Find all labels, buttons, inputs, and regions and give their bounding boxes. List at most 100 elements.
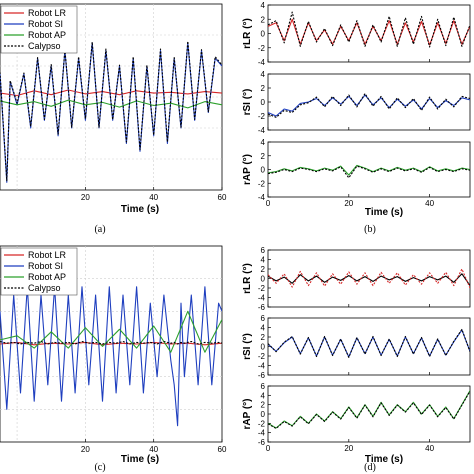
subplot-frame xyxy=(267,73,471,131)
y-tick-label: 0 xyxy=(261,30,266,39)
x-tick-label: 20 xyxy=(81,193,90,202)
series-line-calypso xyxy=(0,40,222,182)
series-group xyxy=(268,93,470,118)
legend-box xyxy=(0,5,78,54)
subplot-frame xyxy=(267,4,471,63)
series-line-2 xyxy=(268,328,470,358)
x-tick-label: 40 xyxy=(149,193,158,202)
series-line-2 xyxy=(268,268,470,289)
y-tick-label: 4 xyxy=(261,324,266,333)
series-group xyxy=(268,164,470,179)
y-tick-label: -2 xyxy=(258,112,266,121)
series-line-2 xyxy=(268,93,470,118)
y-tick-label: -2 xyxy=(258,352,266,361)
series-group xyxy=(268,11,470,48)
y-tick-label: -4 xyxy=(258,126,266,135)
series-group xyxy=(268,390,470,430)
subplot-b-2: -4 -2 0 2 4 rSI (°) xyxy=(242,70,471,135)
panel-caption: (b) xyxy=(364,224,376,235)
y-tick-label: -6 xyxy=(258,371,266,380)
legend-entry: Robot SI xyxy=(28,261,63,271)
x-axis-label: Time (s) xyxy=(365,454,403,465)
x-tick-label: 0 xyxy=(266,444,271,453)
series-group xyxy=(268,268,470,289)
y-tick-label: 4 xyxy=(261,256,266,265)
y-tick-label: 0 xyxy=(261,166,266,175)
y-tick-label: -4 xyxy=(258,429,266,438)
y-axis-label: rAP (°) xyxy=(242,154,253,185)
panel-caption: (a) xyxy=(94,224,105,235)
legend-entry: Robot AP xyxy=(28,30,66,40)
series-line-2 xyxy=(268,11,470,48)
x-tick-label: 20 xyxy=(344,444,353,453)
y-tick-label: 2 xyxy=(261,401,266,410)
legend-entry: Calypso xyxy=(28,41,61,51)
y-tick-label: 0 xyxy=(261,343,266,352)
x-axis-label: Time (s) xyxy=(365,207,403,218)
panel-caption: (c) xyxy=(94,462,105,473)
legend-box xyxy=(0,247,78,296)
legend-entry: Robot SI xyxy=(28,19,63,29)
x-axis-label: Time (s) xyxy=(121,204,159,215)
legend-entry: Robot LR xyxy=(28,250,67,260)
y-tick-label: 2 xyxy=(261,265,266,274)
series-line-robot-si xyxy=(0,286,222,427)
x-tick-label: 40 xyxy=(425,444,434,453)
series-group xyxy=(268,328,470,358)
y-tick-label: 4 xyxy=(261,70,266,79)
series-line-robot-lr xyxy=(0,89,222,97)
y-tick-label: -4 xyxy=(258,58,266,67)
y-tick-label: -4 xyxy=(258,294,266,303)
y-axis-label: rAP (°) xyxy=(242,398,253,429)
y-tick-label: -2 xyxy=(258,44,266,53)
y-axis-label: rLR (°) xyxy=(242,18,253,49)
panel-caption: (d) xyxy=(364,462,376,473)
y-tick-label: 4 xyxy=(261,138,266,147)
legend-entry: Calypso xyxy=(28,283,61,293)
y-axis-label: rSI (°) xyxy=(242,89,253,116)
y-tick-label: -2 xyxy=(258,284,266,293)
y-tick-label: 2 xyxy=(261,15,266,24)
x-tick-label: 0 xyxy=(266,199,271,208)
y-tick-label: 4 xyxy=(261,391,266,400)
y-tick-label: 2 xyxy=(261,333,266,342)
x-tick-label: 40 xyxy=(149,445,158,454)
series-group xyxy=(0,40,222,183)
series-line-1 xyxy=(268,164,470,176)
series-line-2 xyxy=(268,390,470,430)
series-line-robot-ap xyxy=(0,310,222,353)
y-tick-label: -4 xyxy=(258,193,266,202)
x-tick-label: 60 xyxy=(218,445,227,454)
y-tick-label: -6 xyxy=(258,303,266,312)
y-tick-label: -2 xyxy=(258,179,266,188)
subplot-b-1: -4 -2 0 2 4 rLR (°) xyxy=(242,1,471,67)
y-tick-label: 2 xyxy=(261,152,266,161)
y-tick-label: -4 xyxy=(258,362,266,371)
y-tick-label: 0 xyxy=(261,410,266,419)
legend-entry: Robot AP xyxy=(28,272,66,282)
series-group xyxy=(0,286,222,427)
y-tick-label: -6 xyxy=(258,438,266,447)
x-tick-label: 20 xyxy=(344,199,353,208)
x-tick-label: 40 xyxy=(425,199,434,208)
y-axis-label: rLR (°) xyxy=(242,263,253,294)
y-tick-label: 0 xyxy=(261,98,266,107)
y-tick-label: 4 xyxy=(261,1,266,10)
y-tick-label: 6 xyxy=(261,314,266,323)
y-tick-label: 0 xyxy=(261,275,266,284)
y-axis-label: rSI (°) xyxy=(242,333,253,360)
legend-entry: Robot LR xyxy=(28,8,67,18)
y-tick-label: 6 xyxy=(261,246,266,255)
y-tick-label: -2 xyxy=(258,419,266,428)
y-tick-label: 6 xyxy=(261,382,266,391)
